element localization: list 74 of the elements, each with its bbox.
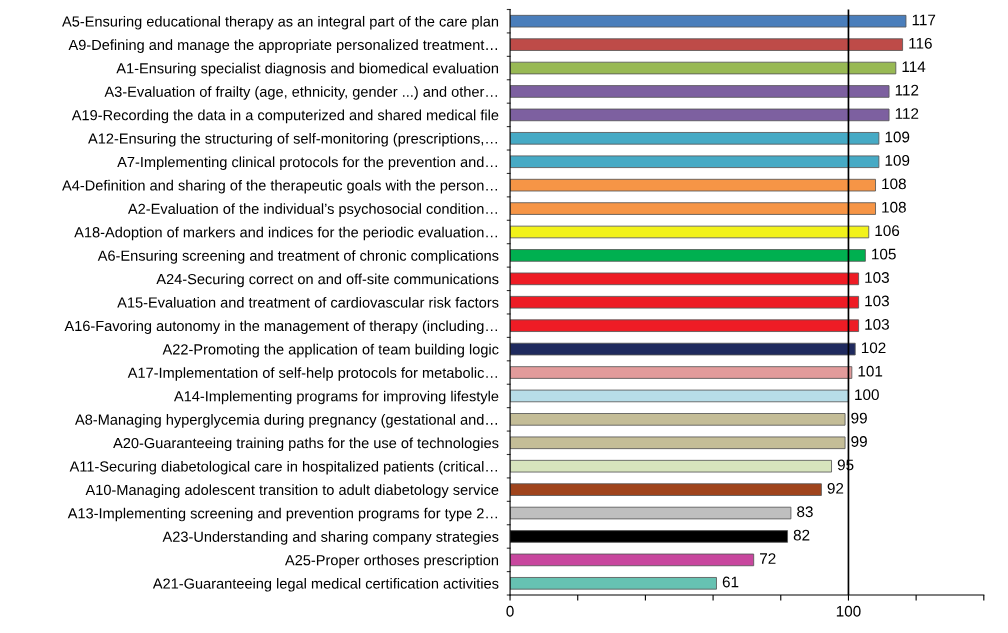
y-tick-label: A12-Ensuring the structuring of self-monitoring (prescriptions,… [88, 133, 497, 147]
y-tick-label: A19-Recording the data in a computerized and shared medical file [71, 109, 499, 124]
data-label: 103 [865, 318, 889, 330]
data-label: 105 [872, 248, 896, 260]
y-tick-label: A6-Ensuring screening and treatment of chronic complications [97, 250, 499, 264]
y-tick-label: A20-Guaranteeing training paths for the use of technologies [113, 437, 499, 452]
data-label: 109 [885, 131, 910, 143]
data-label: 112 [895, 84, 919, 96]
bar [510, 342, 856, 356]
bar [510, 155, 880, 169]
y-tick-label: A10-Managing adolescent transition to adult diabetology service [85, 484, 499, 498]
x-tick-label: 0 [506, 605, 514, 617]
data-label: 103 [865, 295, 889, 307]
bar [510, 436, 846, 450]
y-tick-label: A23-Understanding and sharing company strategies [162, 531, 499, 545]
data-label: 117 [912, 14, 936, 26]
bar [510, 389, 849, 403]
data-label: 100 [855, 389, 879, 401]
data-label: 83 [797, 506, 813, 518]
data-label: 116 [909, 37, 932, 49]
y-tick-label: A21-Guaranteeing legal medical certification activities [152, 578, 499, 592]
bar [510, 506, 792, 520]
bar [510, 14, 907, 28]
y-tick-label: A1-Ensuring specialist diagnosis and biomedical evaluation [116, 62, 499, 77]
bar [510, 249, 866, 262]
data-label: 72 [760, 553, 776, 564]
data-label: 82 [793, 529, 810, 541]
bar [510, 295, 860, 309]
bar [510, 459, 832, 473]
data-label: 102 [861, 342, 886, 354]
bar [510, 319, 860, 332]
y-tick-label: A8-Managing hyperglycemia during pregnancy (gestational and… [75, 414, 497, 428]
data-label: 61 [722, 576, 739, 588]
bar [510, 108, 890, 122]
bar [510, 85, 890, 98]
y-tick-label: A2-Evaluation of the individual’s psychosocial condition… [127, 203, 497, 217]
y-tick-label: A7-Implementing clinical protocols for the prevention and… [117, 156, 497, 171]
bar [510, 38, 904, 51]
data-label: 101 [858, 365, 883, 377]
bar [510, 178, 876, 192]
data-label: 106 [875, 225, 900, 237]
y-tick-label: A15-Evaluation and treatment of cardiovascular risk factors [117, 296, 499, 308]
data-label: 99 [851, 436, 867, 447]
y-tick-label: A13-Implementing screening and prevention programs for type 2… [67, 507, 497, 522]
bar [510, 553, 755, 567]
bar [510, 225, 870, 239]
bar [510, 483, 822, 496]
data-label: 108 [882, 178, 906, 190]
bar [510, 61, 897, 75]
data-label: 92 [827, 482, 844, 494]
bar [510, 132, 880, 145]
y-tick-label: A5-Ensuring educational therapy as an integral part of the care plan [62, 15, 499, 30]
y-tick-label: A11-Securing diabetological care in hospitalized patients (critical… [69, 460, 497, 475]
data-label: 99 [851, 412, 867, 424]
y-tick-label: A3-Evaluation of frailty (age, ethnicity, gender ...) and other… [104, 86, 497, 100]
y-tick-label: A24-Securing correct on and off-site communications [156, 273, 499, 288]
bar [510, 413, 846, 426]
y-tick-label: A4-Definition and sharing of the therapeutic goals with the person… [62, 179, 497, 194]
y-tick-label: A9-Defining and manage the appropriate personalized treatment… [68, 39, 497, 53]
bar [510, 202, 876, 215]
data-label: 103 [865, 272, 889, 283]
data-label: 109 [885, 155, 910, 166]
data-label: 114 [902, 61, 926, 72]
bar [510, 366, 853, 379]
bar [510, 577, 717, 590]
y-tick-label: A25-Proper orthoses prescription [284, 554, 499, 569]
y-tick-label: A17-Implementation of self-help protocols for metabolic… [127, 367, 497, 381]
y-tick-label: A14-Implementing programs for improving lifestyle [173, 390, 499, 405]
data-label: 108 [882, 201, 906, 213]
bar [510, 272, 860, 286]
y-tick-label: A22-Promoting the application of team building logic [162, 343, 499, 358]
y-tick-label: A18-Adoption of markers and indices for the periodic evaluation… [74, 226, 497, 241]
y-tick-label: A16-Favoring autonomy in the management of therapy (including… [64, 320, 497, 334]
data-label: 112 [895, 108, 919, 119]
